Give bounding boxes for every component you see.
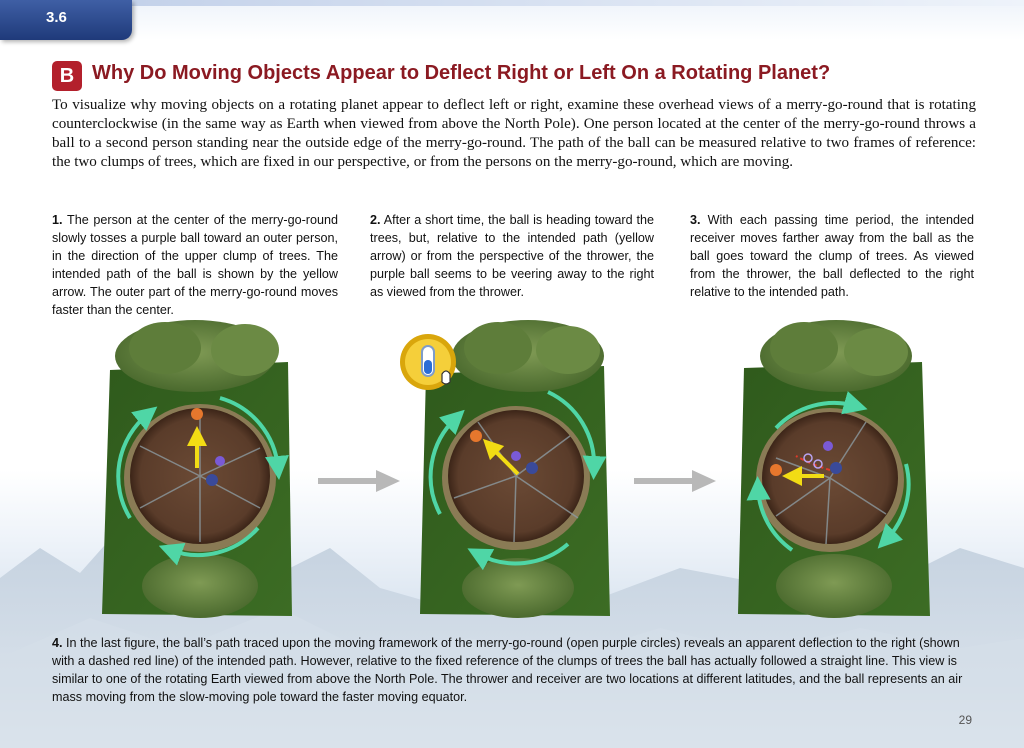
- rotation-arrow: [467, 542, 570, 571]
- receiver-person: [470, 430, 482, 442]
- step-number: 1.: [52, 213, 63, 227]
- step-text: With each passing time period, the inten…: [690, 213, 975, 299]
- rotation-arrow: [746, 476, 794, 552]
- thrower-person: [830, 462, 842, 474]
- step-text: After a short time, the ball is heading …: [370, 213, 654, 299]
- section-tab: 3.6: [0, 0, 132, 40]
- intro-paragraph: To visualize why moving objects on a rot…: [52, 97, 976, 170]
- step-text: The person at the center of the merry-go…: [52, 213, 338, 317]
- step-1: 1. The person at the center of the merry…: [52, 211, 338, 319]
- step-number: 3.: [690, 213, 701, 227]
- receiver-person: [191, 408, 203, 420]
- section-badge: B: [52, 61, 82, 91]
- play-animation-icon[interactable]: [398, 330, 462, 394]
- sequence-arrow-2: [634, 470, 716, 492]
- section-number: 3.6: [46, 9, 67, 26]
- step-number: 2.: [370, 213, 381, 227]
- merry-go-round-scene-1: [102, 320, 292, 618]
- rotation-arrow: [877, 463, 911, 549]
- lower-trees: [142, 554, 258, 618]
- purple-ball: [511, 451, 521, 461]
- thrower-person: [526, 462, 538, 474]
- receiver-person: [770, 464, 782, 476]
- deflected-path-line: [795, 455, 831, 471]
- rotation-arrow: [116, 406, 158, 520]
- top-bar: [132, 0, 1024, 6]
- intended-path-arrow: [482, 438, 520, 476]
- traced-ball-circle: [803, 453, 813, 463]
- rotation-arrow: [774, 391, 868, 430]
- step-2: 2. After a short time, the ball is headi…: [370, 211, 654, 301]
- rotation-arrow: [158, 526, 260, 566]
- purple-ball: [823, 441, 833, 451]
- step-4: 4. In the last figure, the ball’s path t…: [52, 634, 978, 706]
- merry-go-round-scene-3: [738, 320, 930, 618]
- rotation-arrow: [428, 409, 465, 515]
- rotation-arrow: [219, 396, 289, 480]
- section-title: Why Do Moving Objects Appear to Deflect …: [92, 62, 831, 84]
- traced-ball-circle: [813, 459, 823, 469]
- purple-ball: [215, 456, 225, 466]
- thrower-person: [206, 474, 218, 486]
- step-3: 3. With each passing time period, the in…: [690, 211, 974, 301]
- page-number: 29: [958, 713, 972, 727]
- lower-trees: [462, 558, 574, 618]
- merry-go-round-scene-2: [420, 320, 610, 618]
- step-text: In the last figure, the ball’s path trac…: [52, 636, 963, 704]
- step-number: 4.: [52, 636, 63, 650]
- lower-trees: [776, 554, 892, 618]
- sequence-arrow-1: [318, 470, 400, 492]
- rotation-arrow: [547, 390, 607, 480]
